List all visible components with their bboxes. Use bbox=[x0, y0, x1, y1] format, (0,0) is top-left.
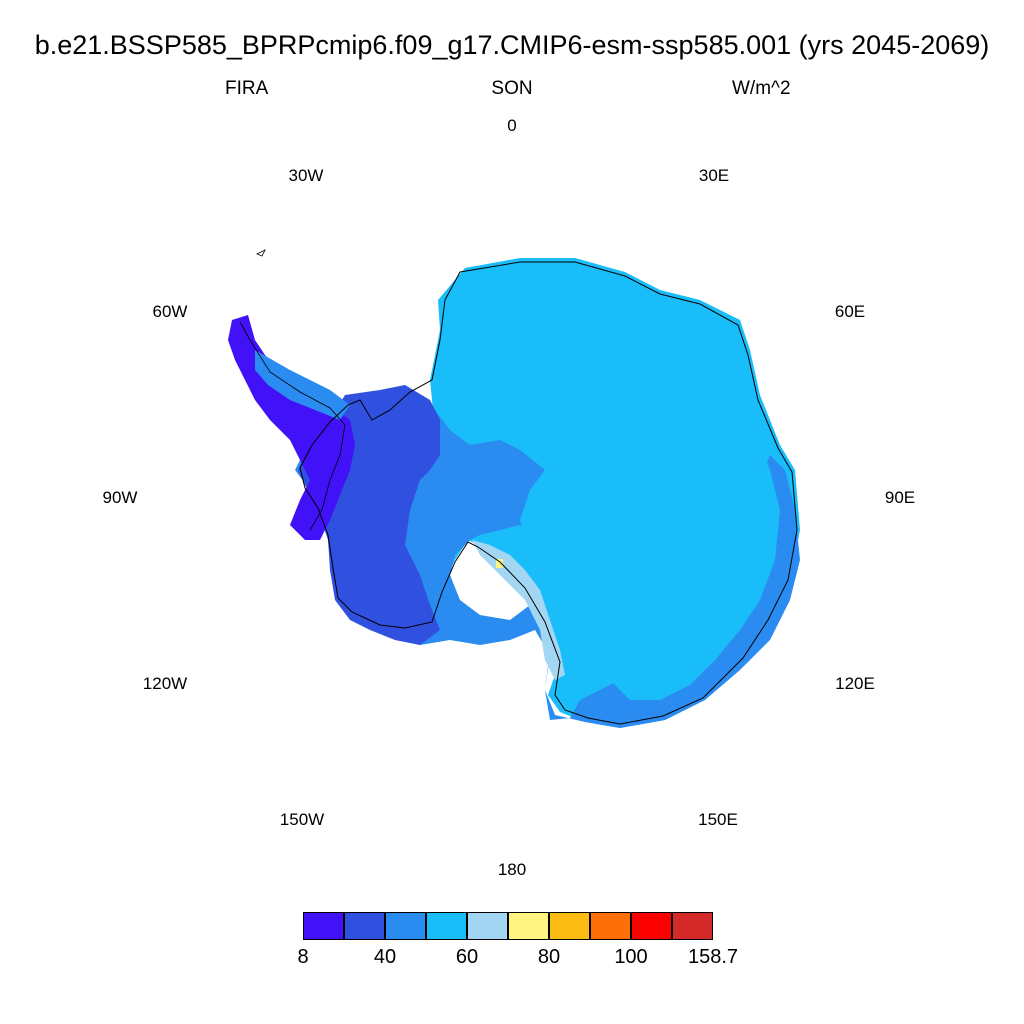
peninsula-coastline bbox=[239, 321, 346, 531]
lon-label-0: 0 bbox=[507, 116, 517, 135]
lon-label-60e: 60E bbox=[834, 302, 866, 321]
variable-label: FIRA bbox=[225, 78, 269, 99]
colorbar-box bbox=[303, 912, 344, 940]
colorbar-box bbox=[344, 912, 385, 940]
colorbar-label-80: 80 bbox=[537, 946, 561, 968]
colorbar-box bbox=[467, 912, 508, 940]
colorbar-box bbox=[590, 912, 631, 940]
lon-label-120e: 120E bbox=[835, 674, 875, 693]
lon-label-150w: 150W bbox=[279, 810, 325, 829]
coastline bbox=[299, 261, 798, 725]
lon-label-150e: 150E bbox=[698, 810, 738, 829]
colorbar-label-158-7: 158.7 bbox=[687, 946, 739, 968]
lon-label-90e: 90E bbox=[884, 488, 916, 507]
units-label: W/m^2 bbox=[732, 78, 791, 99]
lon-label-120w: 120W bbox=[142, 674, 188, 693]
east-plateau bbox=[445, 275, 780, 700]
colorbar-label-60: 60 bbox=[455, 946, 479, 968]
lon-label-30e: 30E bbox=[698, 166, 730, 185]
colorbar-label-40: 40 bbox=[373, 946, 397, 968]
plot-title: b.e21.BSSP585_BPRPcmip6.f09_g17.CMIP6-es… bbox=[34, 30, 990, 60]
lon-label-30w: 30W bbox=[288, 166, 324, 185]
colorbar-box bbox=[426, 912, 467, 940]
lon-label-180: 180 bbox=[497, 860, 527, 879]
colorbar-box bbox=[385, 912, 426, 940]
high-value-cell bbox=[496, 559, 503, 568]
colorbar-box bbox=[672, 912, 713, 940]
colorbar-box bbox=[549, 912, 590, 940]
lon-label-90w: 90W bbox=[102, 488, 138, 507]
colorbar-label-100: 100 bbox=[614, 946, 648, 968]
colorbar-box bbox=[631, 912, 672, 940]
season-label: SON bbox=[491, 78, 533, 99]
lon-label-60w: 60W bbox=[152, 302, 188, 321]
colorbar-label-8: 8 bbox=[297, 946, 309, 968]
colorbar-box bbox=[508, 912, 549, 940]
island bbox=[256, 249, 266, 257]
ross-ice-shelf bbox=[472, 540, 565, 680]
peninsula-mid bbox=[255, 350, 350, 420]
